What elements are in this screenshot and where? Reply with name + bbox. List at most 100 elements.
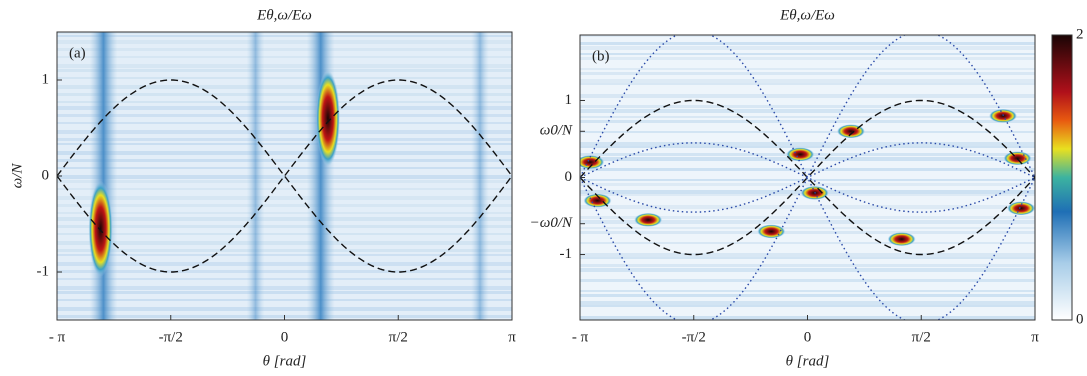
heatmap-streak: [57, 85, 512, 89]
heatmap-streak: [57, 180, 512, 183]
heatmap-streak: [580, 72, 1035, 75]
chart-title: Eθ,ω/Eω: [779, 7, 835, 23]
heatmap-streak: [580, 179, 1035, 181]
dispersion-curve: [57, 79, 512, 273]
heatmap-streak: [57, 138, 512, 141]
x-tick-label: - π: [572, 329, 589, 345]
heatmap-streak: [580, 205, 1035, 209]
heatmap-peak: [1003, 151, 1032, 166]
x-tick-label: -π/2: [159, 329, 183, 345]
x-tick-label: - π: [49, 329, 66, 345]
heatmap-streak: [580, 35, 1035, 37]
y-tick-label: ω0/N: [540, 123, 573, 139]
y-tick-label: 0: [42, 167, 50, 183]
heatmap-streak: [57, 212, 512, 214]
heatmap: [580, 35, 1035, 320]
x-axis-label: θ [rad]: [263, 353, 307, 369]
heatmap-streak: [57, 114, 512, 117]
x-axis-label: θ [rad]: [786, 353, 830, 369]
x-tick-label: π: [1031, 329, 1039, 345]
heatmap-streak: [580, 268, 1035, 272]
heatmap-stripe: [471, 32, 490, 320]
dispersion-curve-dotted: [580, 142, 1035, 213]
heatmap-streak: [580, 231, 1035, 234]
heatmap-streak: [57, 35, 512, 37]
heatmap-streak: [580, 120, 1035, 123]
colorbar-tick-label: 2: [1076, 26, 1084, 42]
heatmap-streak: [580, 290, 1035, 292]
y-tick-label: −ω0/N: [530, 215, 573, 231]
colorbar-tick-label: 0: [1076, 311, 1084, 327]
heatmap-streak: [580, 68, 1035, 70]
heatmap-streak: [57, 291, 512, 294]
dispersion-curve: [580, 99, 1035, 256]
heatmap-streak: [580, 279, 1035, 282]
heatmap-streak: [580, 83, 1035, 85]
heatmap-streak: [57, 151, 512, 155]
heatmap-streak: [580, 220, 1035, 224]
heatmap-streak: [580, 109, 1035, 113]
heatmap-peak: [315, 70, 340, 167]
heatmap-stripe: [246, 32, 265, 320]
heatmap-streak: [57, 217, 512, 221]
y-tick-label: 1: [42, 71, 50, 87]
heatmap-streak: [57, 130, 512, 134]
heatmap-streak: [57, 122, 512, 124]
y-tick-label: 1: [565, 92, 573, 108]
heatmap-streak: [57, 225, 512, 228]
heatmap-streak: [580, 253, 1035, 257]
panel-label: (a): [69, 45, 86, 61]
x-tick-label: π: [508, 329, 516, 345]
heatmap-streak: [57, 307, 512, 311]
heatmap-streak: [57, 204, 512, 207]
panel-a: Eθ,ω/Eω (a) θ [rad] ω/N - π -π/2 0 π/2 π -1 0 1: [9, 7, 516, 369]
y-axis-label: ω/N: [9, 163, 25, 189]
heatmap-streak: [580, 264, 1035, 267]
heatmap-streak: [580, 131, 1035, 133]
heatmap-streak: [580, 42, 1035, 45]
heatmap-streak: [580, 116, 1035, 118]
heatmap-streak: [57, 48, 512, 51]
heatmap-streak: [57, 262, 512, 266]
heatmap-streak: [57, 254, 512, 256]
heatmap-streak: [580, 227, 1035, 229]
heatmap-streak: [580, 142, 1035, 146]
heatmap-streak: [580, 105, 1035, 108]
heatmap-streak: [57, 286, 512, 290]
heatmap-streak: [580, 301, 1035, 305]
heatmap-streak: [57, 143, 512, 145]
heatmap-background: [580, 35, 1035, 320]
heatmap-peak: [757, 224, 786, 239]
heatmap-streak: [580, 79, 1035, 83]
heatmap-peak: [786, 147, 815, 162]
heatmap-streak: [580, 94, 1035, 98]
heatmap-streak: [57, 77, 512, 79]
heatmap-streak: [57, 270, 512, 273]
dispersion-curve-dotted: [580, 142, 1035, 213]
heatmap-streak: [57, 233, 512, 235]
heatmap-streak: [580, 57, 1035, 60]
x-tick-label: 0: [281, 329, 289, 345]
heatmap-streak: [57, 159, 512, 162]
heatmap-streak: [57, 188, 512, 190]
heatmap-peak: [887, 232, 916, 247]
heatmap-streak: [580, 257, 1035, 259]
heatmap-streak: [57, 64, 512, 68]
heatmap-streak: [57, 101, 512, 103]
heatmap-streak: [580, 168, 1035, 171]
heatmap-streak: [57, 40, 512, 44]
heatmap: [57, 32, 512, 320]
dispersion-curve: [57, 79, 512, 273]
heatmap-streak: [57, 106, 512, 110]
heatmap-streak: [57, 69, 512, 72]
colorbar: [1051, 34, 1073, 321]
heatmap-streak: [57, 56, 512, 58]
heatmap-stripe: [89, 32, 118, 320]
heatmap-peak: [634, 212, 663, 227]
heatmap-streak: [57, 249, 512, 252]
heatmap-peak: [583, 193, 612, 208]
x-tick-label: π/2: [912, 329, 931, 345]
x-tick-label: π/2: [389, 329, 408, 345]
